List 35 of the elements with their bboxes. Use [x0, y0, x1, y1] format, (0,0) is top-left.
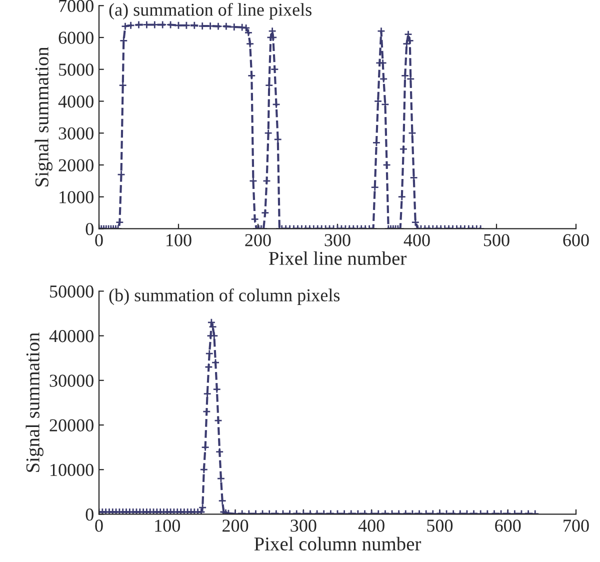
- y-tick-label: 20000: [50, 419, 94, 432]
- y-tick-label: 0: [86, 508, 94, 521]
- x-tick-label: 500: [484, 234, 510, 246]
- x-tick-label: 300: [290, 520, 316, 532]
- y-tick-label: 3000: [58, 127, 94, 140]
- y-tick-label: 2000: [58, 159, 94, 172]
- x-tick-label: 600: [563, 234, 589, 246]
- x-tick-label: 0: [95, 234, 103, 246]
- x-tick-label: 600: [495, 520, 521, 532]
- y-tick-label: 4000: [58, 95, 94, 108]
- y-tick-label: 5000: [59, 64, 94, 76]
- x-tick-label: 500: [427, 520, 453, 532]
- x-tick-label: 100: [155, 520, 180, 532]
- x-tick-label: 200: [222, 520, 248, 532]
- y-tick-label: 1000: [60, 191, 94, 204]
- y-tick-label: 10000: [50, 464, 94, 476]
- chart-title: (b) summation of column pixels: [109, 288, 340, 306]
- chart-title: (a) summation of line pixels: [109, 2, 312, 20]
- y-tick-label: 50000: [50, 285, 94, 298]
- y-tick-label: 40000: [49, 330, 94, 342]
- x-tick-label: 0: [95, 520, 103, 532]
- y-tick-label: 6000: [58, 32, 94, 44]
- x-tick-label: 200: [245, 234, 271, 246]
- x-tick-label: 100: [166, 234, 192, 246]
- x-tick-label: 700: [564, 520, 589, 532]
- y-axis-title: Signal summation: [34, 46, 52, 186]
- x-tick-label: 400: [358, 520, 384, 532]
- x-axis-title: Pixel column number: [254, 536, 422, 551]
- y-tick-label: 7000: [59, 0, 94, 12]
- y-tick-label: 30000: [50, 374, 94, 387]
- x-axis-title: Pixel line number: [268, 251, 406, 266]
- y-axis-title: Signal summation: [26, 332, 44, 472]
- x-tick-label: 300: [324, 234, 350, 246]
- y-tick-label: 0: [86, 222, 94, 236]
- x-tick-label: 400: [404, 234, 430, 246]
